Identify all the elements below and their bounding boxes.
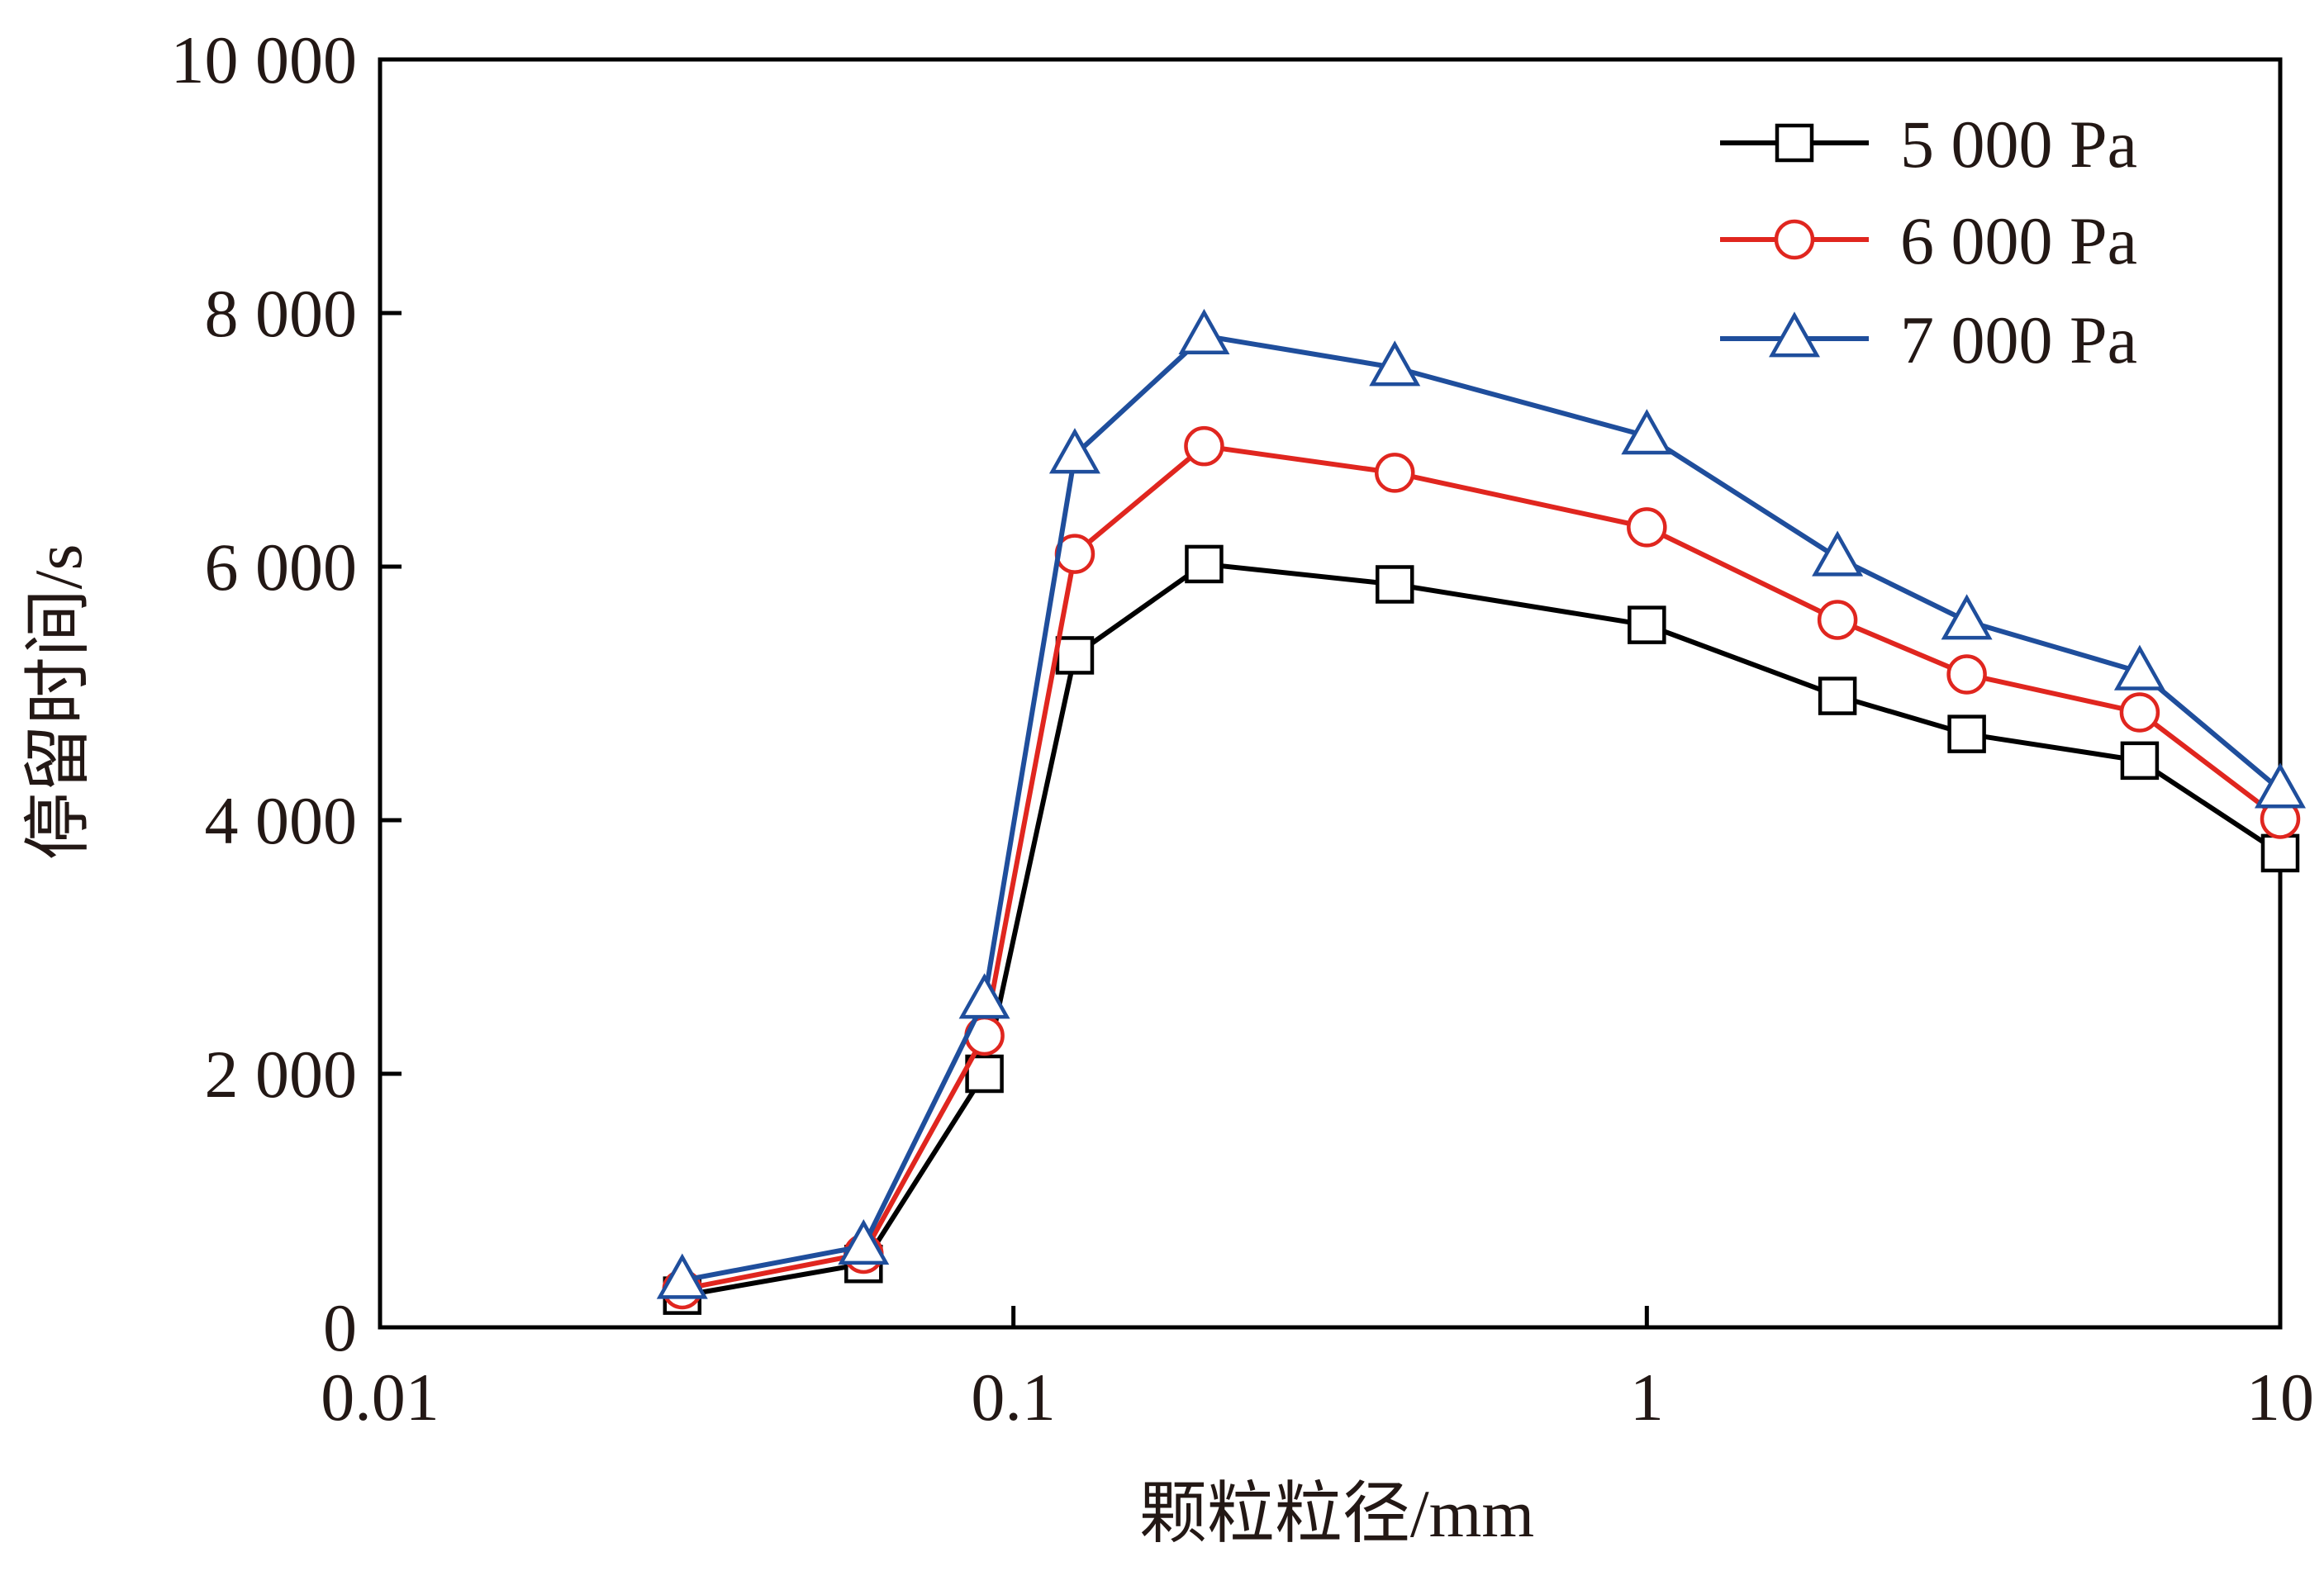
data-point <box>838 1219 890 1265</box>
data-point <box>1941 594 1993 640</box>
data-point <box>2260 833 2300 873</box>
data-point <box>1628 605 1666 644</box>
series-1 <box>663 544 2300 1315</box>
series-layer <box>656 308 2306 1315</box>
y-axis-title: 停留时间/s <box>21 544 96 861</box>
data-point <box>1621 409 1673 455</box>
data-point <box>1818 676 1857 715</box>
data-point <box>2120 741 2160 781</box>
x-tick-label: 0.01 <box>321 1360 440 1435</box>
data-point <box>1627 507 1667 548</box>
legend-item: 7 000 Pa <box>1720 302 2137 377</box>
x-tick-label: 10 <box>2246 1360 2314 1435</box>
y-tick-label: 4 000 <box>205 783 358 858</box>
data-point <box>1946 654 1987 695</box>
data-point <box>1048 428 1100 474</box>
legend-marker <box>1775 123 1814 163</box>
y-tick-label: 8 000 <box>205 276 358 351</box>
series-line <box>682 561 2282 1298</box>
data-point <box>965 1054 1004 1094</box>
legend-label: 6 000 Pa <box>1900 203 2137 278</box>
data-point <box>1375 565 1414 604</box>
legend-marker <box>1774 219 1815 260</box>
series-line <box>682 333 2282 1284</box>
legend-item: 6 000 Pa <box>1720 203 2137 278</box>
legend-marker <box>1769 311 1820 358</box>
plot-area-frame <box>378 57 2283 1330</box>
data-point <box>1812 530 1864 577</box>
legend-item: 5 000 Pa <box>1720 107 2137 182</box>
y-axis: 0 2 000 4 000 6 000 8 000 10 000 <box>171 22 402 1365</box>
data-point <box>656 1253 708 1299</box>
x-axis: 0.01 0.1 1 10 <box>321 1306 2314 1435</box>
data-point <box>1369 340 1421 387</box>
data-point <box>1374 453 1415 493</box>
data-point <box>2113 644 2165 691</box>
data-point <box>958 973 1010 1019</box>
data-point <box>2255 762 2306 809</box>
data-point <box>1947 714 1986 753</box>
data-point <box>2119 692 2160 733</box>
data-point <box>1178 308 1230 355</box>
legend-label: 7 000 Pa <box>1900 302 2137 377</box>
series-line <box>682 444 2282 1292</box>
legend: 5 000 Pa 6 000 Pa 7 000 Pa <box>1720 107 2137 377</box>
plot-border <box>378 57 2283 1330</box>
y-tick-label: 2 000 <box>205 1037 358 1112</box>
series-2 <box>662 425 2301 1310</box>
legend-label: 5 000 Pa <box>1900 107 2137 182</box>
x-tick-label: 1 <box>1630 1360 1664 1435</box>
data-point <box>1055 636 1095 675</box>
y-tick-label: 10 000 <box>171 22 358 97</box>
data-point <box>1185 544 1224 584</box>
y-tick-label: 0 <box>323 1290 357 1365</box>
series-3 <box>656 308 2306 1299</box>
y-tick-label: 6 000 <box>205 529 358 605</box>
data-point <box>1184 425 1224 467</box>
x-tick-label: 0.1 <box>971 1360 1056 1435</box>
x-axis-title: 颗粒粒径/mm <box>1139 1476 1534 1551</box>
data-point <box>1817 600 1858 640</box>
